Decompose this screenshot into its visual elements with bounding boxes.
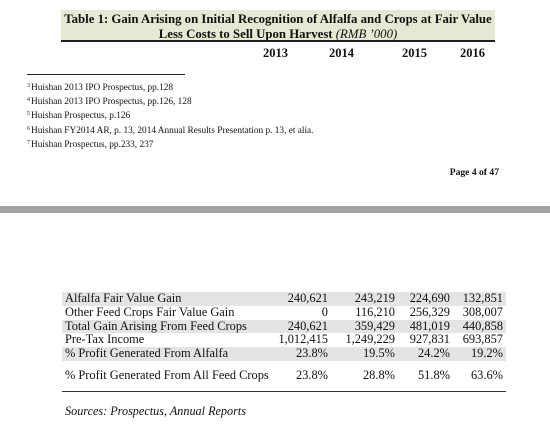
- table-row: % Profit Generated From Alfalfa 23.8% 19…: [62, 346, 506, 361]
- footnote-text: Huishan 2013 IPO Prospectus, pp.126, 128: [31, 97, 192, 108]
- row-label: % Profit Generated From Alfalfa: [65, 346, 229, 361]
- cell-value: 19.5%: [362, 346, 395, 361]
- cell-value: 116,210: [355, 304, 395, 319]
- row-label: Alfalfa Fair Value Gain: [65, 291, 182, 305]
- page-number: Page 4 of 47: [449, 167, 499, 178]
- footnotes: 3Huishan 2013 IPO Prospectus, pp.128 4Hu…: [27, 80, 314, 151]
- table-title-box: Table 1: Gain Arising on Initial Recogni…: [61, 10, 495, 42]
- footnote-text: Huishan Prospectus, pp.233, 237: [31, 139, 154, 150]
- year-header: 2016: [460, 46, 485, 60]
- cell-value: 23.8%: [272, 360, 331, 392]
- table-title-unit: (RMB ’000): [335, 27, 398, 41]
- cell-value: 28.8%: [331, 360, 398, 392]
- footnote-number: 6: [27, 125, 30, 132]
- footnote-number: 3: [27, 83, 30, 89]
- cell-value: 243,219: [354, 291, 395, 305]
- cell-value: 63.6%: [453, 360, 506, 392]
- row-label: Pre-Tax Income: [65, 332, 145, 347]
- data-table: Alfalfa Fair Value Gain 240,621 243,219 …: [62, 291, 506, 392]
- cell-value: 927,831: [409, 332, 450, 347]
- footnote: 6Huishan FY2014 AR, p. 13, 2014 Annual R…: [27, 123, 314, 137]
- row-label: Other Feed Crops Fair Value Gain: [65, 304, 235, 319]
- cell-value: 51.8%: [398, 360, 453, 392]
- cell-value: 1,012,415: [278, 332, 328, 347]
- table-row: Pre-Tax Income 1,012,415 1,249,229 927,8…: [62, 333, 506, 347]
- cell-value: 132,851: [462, 291, 503, 305]
- footnote: 5Huishan Prospectus, p.126: [27, 108, 314, 122]
- table-title: Table 1: Gain Arising on Initial Recogni…: [64, 12, 492, 41]
- page-divider: [0, 206, 550, 213]
- cell-value: 240,621: [287, 291, 328, 305]
- cell-value: 24.2%: [417, 346, 450, 361]
- footnote: 4Huishan 2013 IPO Prospectus, pp.126, 12…: [27, 94, 314, 108]
- table-row: Total Gain Arising From Feed Crops 240,6…: [62, 318, 506, 334]
- cell-value: 693,857: [462, 332, 503, 347]
- footnote: 7Huishan Prospectus, pp.233, 237: [27, 137, 314, 151]
- footnote-text: Huishan FY2014 AR, p. 13, 2014 Annual Re…: [31, 125, 314, 136]
- footnote-rule: [27, 74, 185, 75]
- cell-value: 440,858: [462, 318, 503, 333]
- year-header: 2015: [402, 46, 427, 60]
- year-header: 2013: [263, 46, 288, 60]
- footnote-number: 5: [27, 111, 30, 118]
- footnote: 3Huishan 2013 IPO Prospectus, pp.128: [27, 80, 314, 94]
- sources-note: Sources: Prospectus, Annual Reports: [65, 404, 246, 418]
- cell-value: 240,621: [287, 318, 328, 333]
- footnote-text: Huishan 2013 IPO Prospectus, pp.128: [31, 83, 174, 93]
- cell-value: 359,429: [354, 318, 395, 333]
- cell-value: 481,019: [409, 318, 450, 333]
- year-header: 2014: [329, 46, 354, 60]
- table-row: Alfalfa Fair Value Gain 240,621 243,219 …: [62, 291, 506, 306]
- cell-value: 224,690: [409, 291, 450, 305]
- footnote-text: Huishan Prospectus, p.126: [31, 111, 131, 122]
- table-row: % Profit Generated From All Feed Crops 2…: [62, 360, 506, 392]
- cell-value: 23.8%: [295, 346, 328, 361]
- footnote-number: 7: [27, 139, 30, 146]
- table-row: Other Feed Crops Fair Value Gain 0 116,2…: [62, 304, 506, 320]
- row-label: % Profit Generated From All Feed Crops: [62, 360, 272, 392]
- cell-value: 0: [321, 304, 328, 319]
- cell-value: 1,249,229: [345, 332, 395, 347]
- footnote-number: 4: [27, 97, 30, 104]
- cell-value: 308,007: [462, 304, 503, 319]
- cell-value: 19.2%: [470, 346, 503, 361]
- cell-value: 256,329: [409, 304, 450, 319]
- row-label: Total Gain Arising From Feed Crops: [65, 318, 247, 333]
